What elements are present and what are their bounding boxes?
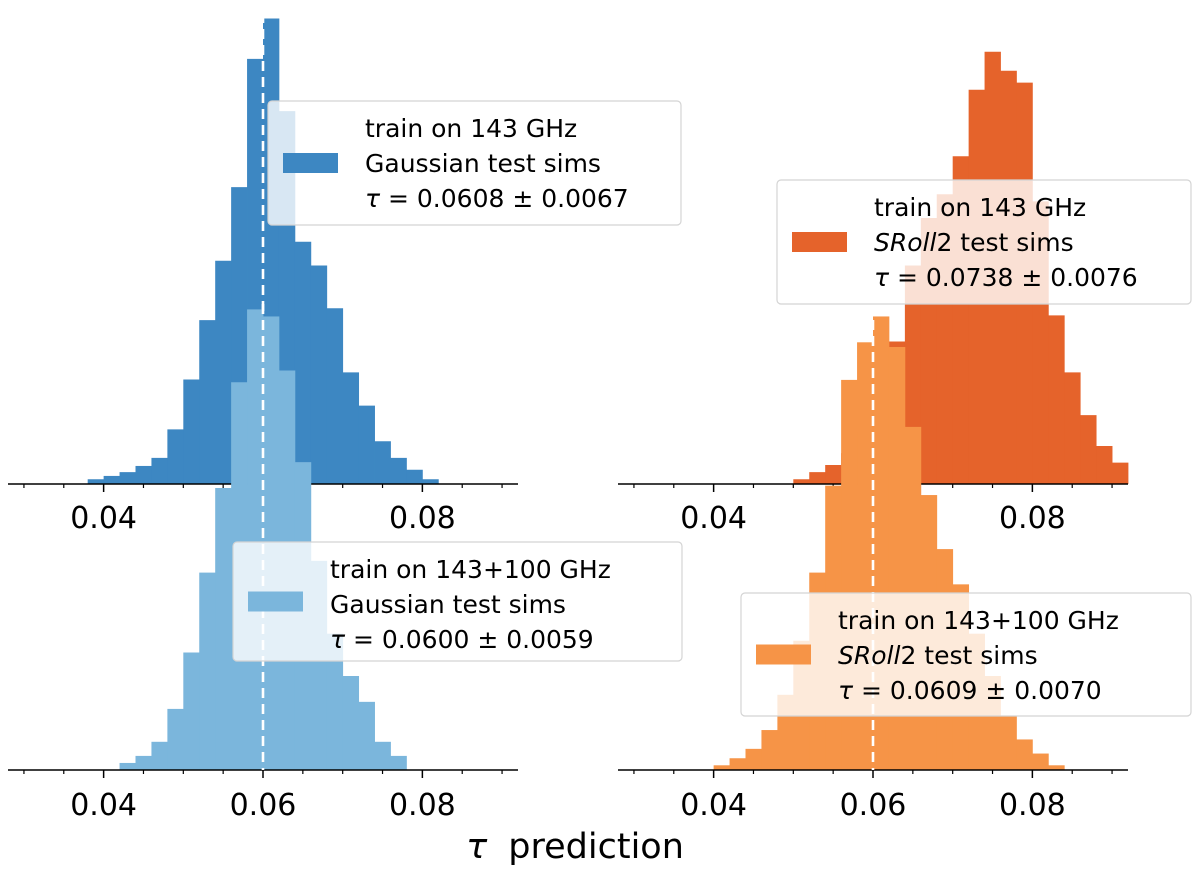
histogram-bar	[390, 457, 407, 485]
x-tick-label: 0.06	[230, 788, 297, 823]
legend-line: τ = 0.0600 ± 0.0059	[330, 625, 594, 654]
histogram-bar	[151, 457, 168, 485]
histogram-bar	[167, 708, 184, 770]
histogram-bar	[199, 572, 216, 770]
histogram-bar	[1080, 415, 1097, 485]
x-tick-label: 0.08	[389, 501, 456, 536]
legend-line: τ = 0.0608 ± 0.0067	[365, 184, 629, 213]
histogram-bar	[793, 479, 810, 484]
histogram-bar	[422, 479, 439, 484]
histogram-bar	[729, 758, 746, 770]
histogram-bar	[119, 472, 136, 485]
legend-line: train on 143+100 GHz	[330, 555, 611, 584]
histogram-bar	[390, 755, 407, 770]
histogram-bar	[1048, 315, 1065, 485]
legend-swatch	[756, 644, 811, 665]
legend-line: Gaussian test sims	[365, 149, 601, 178]
x-tick-label: 0.04	[680, 788, 747, 823]
histogram-bar	[310, 265, 328, 484]
histogram-bar	[1032, 753, 1049, 770]
histogram-bar	[809, 472, 826, 485]
histogram-bar	[119, 762, 136, 770]
histogram-bar	[358, 405, 375, 485]
histogram-bar	[745, 748, 762, 770]
legend-line: train on 143 GHz	[365, 114, 577, 143]
x-axis-label: τ prediction	[466, 827, 684, 867]
x-tick-label: 0.08	[999, 501, 1066, 536]
histogram-bar	[87, 479, 105, 484]
legend-swatch	[792, 232, 847, 252]
legend-line: train on 143+100 GHz	[838, 606, 1119, 635]
x-tick-label: 0.04	[70, 501, 137, 536]
histogram-bar	[183, 652, 200, 770]
histogram-bar	[1048, 765, 1065, 770]
histogram-bar	[167, 429, 184, 485]
legend-swatch	[283, 153, 338, 173]
histogram-bar	[374, 741, 391, 770]
histogram-bar	[183, 379, 200, 484]
histogram-bar	[1096, 446, 1113, 484]
histogram-bar	[215, 488, 232, 770]
legend-line: τ = 0.0609 ± 0.0070	[838, 676, 1102, 705]
legend-swatch	[248, 591, 303, 612]
legend-frame	[740, 592, 1192, 717]
legend-box: train on 143 GHz SRoll2 test sims τ = 0.07…	[776, 179, 1192, 305]
legend-line: SRoll2 test sims	[838, 641, 1038, 670]
histogram-bar	[294, 241, 312, 484]
histogram-bar	[358, 701, 375, 770]
x-tick-label: 0.06	[840, 788, 907, 823]
legend-frame	[232, 541, 683, 662]
histogram-bar	[326, 308, 344, 484]
legend-line: τ = 0.0738 ± 0.0076	[874, 263, 1138, 292]
histogram-bar	[151, 741, 168, 770]
legend-frame	[267, 100, 682, 226]
histogram-bar	[199, 320, 216, 485]
histogram-bar	[1000, 715, 1017, 770]
histogram-bar	[713, 765, 730, 770]
histogram-bar	[1112, 462, 1129, 485]
histogram-bar	[326, 633, 344, 770]
x-tick-label: 0.04	[680, 501, 747, 536]
histogram-bar	[406, 469, 423, 484]
legend-line: Gaussian test sims	[330, 590, 566, 619]
legend-box: train on 143+100 GHz Gaussian test sims τ …	[232, 541, 683, 662]
histogram-bar	[1016, 739, 1033, 770]
x-tick-label: 0.04	[70, 788, 137, 823]
legend-box: train on 143 GHz Gaussian test sims τ = 0.…	[267, 100, 682, 226]
histogram-bar	[135, 755, 152, 770]
histogram-bar	[761, 730, 778, 770]
histogram-bar	[135, 465, 152, 484]
legend-box: train on 143+100 GHz SRoll2 test sims τ = …	[740, 592, 1192, 717]
histogram-bar	[1064, 372, 1081, 485]
x-tick-label: 0.08	[999, 788, 1066, 823]
legend-line: SRoll2 test sims	[874, 228, 1074, 257]
histogram-bar	[342, 372, 360, 485]
legend-line: train on 143 GHz	[874, 193, 1086, 222]
series-bottom-histogram	[119, 309, 407, 770]
histogram-bar	[374, 441, 391, 484]
histogram-bar	[103, 475, 120, 485]
histogram-bar	[215, 260, 232, 484]
x-tick-label: 0.08	[389, 788, 456, 823]
x-axis-label-text: prediction	[508, 827, 684, 867]
histogram-bar	[825, 465, 842, 484]
x-axis-label-symbol: τ	[466, 827, 488, 867]
histogram-bar	[342, 676, 360, 770]
legend-frame	[776, 179, 1192, 305]
histogram-bar	[247, 309, 264, 770]
